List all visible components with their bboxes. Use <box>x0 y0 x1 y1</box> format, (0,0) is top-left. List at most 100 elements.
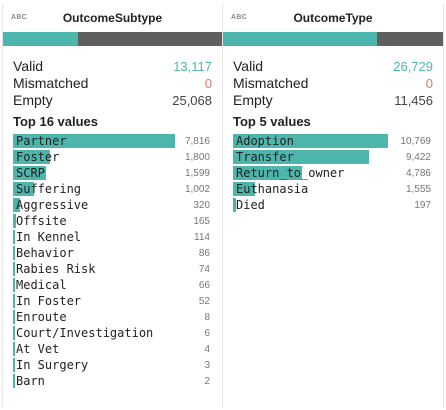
value-count: 4,786 <box>405 168 431 179</box>
value-count: 2 <box>204 376 210 387</box>
value-bar <box>13 278 15 292</box>
stat-mismatched-label: Mismatched <box>13 75 89 91</box>
stat-valid-value: 26,729 <box>393 59 433 74</box>
value-bar <box>13 134 175 148</box>
value-row[interactable]: In Kennel 114 <box>13 229 222 245</box>
stat-valid: Valid 13,117 <box>3 58 222 75</box>
stat-valid: Valid 26,729 <box>223 58 443 75</box>
value-row[interactable]: Behavior 86 <box>13 245 222 261</box>
value-label: Foster <box>16 150 60 164</box>
string-type-icon: ABC <box>231 14 248 21</box>
value-row[interactable]: Adoption 10,769 <box>233 133 443 149</box>
value-label: Rabies Risk <box>16 262 96 276</box>
value-count: 86 <box>198 248 210 259</box>
value-row[interactable]: Partner 7,816 <box>13 133 222 149</box>
stat-mismatched-value: 0 <box>204 76 212 91</box>
value-count: 197 <box>414 200 431 211</box>
value-count: 66 <box>198 280 210 291</box>
value-row[interactable]: Medical 66 <box>13 277 222 293</box>
value-row[interactable]: Foster 1,800 <box>13 149 222 165</box>
value-label: Suffering <box>16 182 82 196</box>
value-label: Behavior <box>16 246 74 260</box>
column-header[interactable]: ABC OutcomeSubtype <box>3 4 222 32</box>
top-values-list: Adoption 10,769 Transfer 9,422 Return_to_own… <box>223 133 443 213</box>
value-bar <box>13 262 15 276</box>
column-card-outcomesubtype[interactable]: ABC OutcomeSubtype Valid 13,117 Mismatch… <box>2 4 222 408</box>
value-bar <box>13 310 15 324</box>
value-count: 52 <box>198 296 210 307</box>
value-label: SCRP <box>16 166 45 180</box>
value-bar <box>13 198 20 212</box>
quality-bar <box>223 32 443 46</box>
value-count: 9,422 <box>405 152 431 163</box>
value-bar <box>233 150 369 164</box>
value-label: In Foster <box>16 294 82 308</box>
value-label: Court/Investigation <box>16 326 154 340</box>
quality-bar <box>3 32 222 46</box>
top-values-title: Top 5 values <box>233 114 311 129</box>
value-label: Medical <box>16 278 67 292</box>
stat-valid-label: Valid <box>13 58 44 74</box>
value-label: Adoption <box>236 134 294 148</box>
value-row[interactable]: Euthanasia 1,555 <box>233 181 443 197</box>
value-count: 74 <box>198 264 210 275</box>
stat-empty-label: Empty <box>233 92 273 108</box>
value-bar <box>13 182 34 196</box>
stat-valid-label: Valid <box>233 58 264 74</box>
value-row[interactable]: Suffering 1,002 <box>13 181 222 197</box>
value-count: 320 <box>193 200 210 211</box>
value-bar <box>13 358 15 372</box>
value-row[interactable]: In Foster 52 <box>13 293 222 309</box>
value-row[interactable]: Transfer 9,422 <box>233 149 443 165</box>
value-row[interactable]: Barn 2 <box>13 373 222 389</box>
value-count: 7,816 <box>184 136 210 147</box>
value-bar <box>233 182 256 196</box>
value-row[interactable]: Rabies Risk 74 <box>13 261 222 277</box>
column-card-outcometype[interactable]: ABC OutcomeType Valid 26,729 Mismatched … <box>222 4 444 408</box>
value-row[interactable]: Court/Investigation 6 <box>13 325 222 341</box>
stat-empty-value: 11,456 <box>394 93 433 108</box>
value-row[interactable]: In Surgery 3 <box>13 357 222 373</box>
value-count: 1,800 <box>184 152 210 163</box>
string-type-icon: ABC <box>11 14 28 21</box>
top-values-list: Partner 7,816 Foster 1,800 SCRP 1,599 Sufferin… <box>3 133 222 389</box>
value-row[interactable]: Return_to_owner 4,786 <box>233 165 443 181</box>
value-label: In Surgery <box>16 358 89 372</box>
value-bar <box>13 326 15 340</box>
column-name: OutcomeSubtype <box>62 11 163 25</box>
value-count: 6 <box>204 328 210 339</box>
value-label: Euthanasia <box>236 182 309 196</box>
value-row[interactable]: SCRP 1,599 <box>13 165 222 181</box>
value-count: 114 <box>194 232 210 243</box>
value-row[interactable]: At Vet 4 <box>13 341 222 357</box>
value-bar <box>13 294 15 308</box>
value-row[interactable]: Offsite 165 <box>13 213 222 229</box>
value-row[interactable]: Aggressive 320 <box>13 197 222 213</box>
summary-stats: Valid 26,729 Mismatched 0 Empty 11,456 <box>223 46 443 109</box>
stat-empty-value: 25,068 <box>172 93 212 108</box>
value-row[interactable]: Enroute 8 <box>13 309 222 325</box>
quality-bar-valid <box>3 32 79 46</box>
value-row[interactable]: Died 197 <box>233 197 443 213</box>
stat-mismatched-value: 0 <box>425 76 433 91</box>
value-bar <box>13 342 15 356</box>
stat-valid-value: 13,117 <box>173 59 212 74</box>
column-name: OutcomeType <box>293 11 373 25</box>
value-bar <box>13 166 47 180</box>
summary-stats: Valid 13,117 Mismatched 0 Empty 25,068 <box>3 46 222 109</box>
value-label: Aggressive <box>16 198 89 212</box>
value-count: 3 <box>204 360 210 371</box>
column-header[interactable]: ABC OutcomeType <box>223 4 443 32</box>
value-count: 4 <box>204 344 210 355</box>
value-bar <box>233 134 388 148</box>
value-count: 1,002 <box>184 184 210 195</box>
value-count: 10,769 <box>400 136 431 147</box>
value-count: 165 <box>193 216 210 227</box>
top-values-title: Top 16 values <box>13 114 99 129</box>
value-bar <box>13 230 16 244</box>
value-bar <box>233 166 302 180</box>
value-bar <box>13 246 15 260</box>
stat-mismatched: Mismatched 0 <box>3 75 222 92</box>
value-bar <box>13 150 51 164</box>
